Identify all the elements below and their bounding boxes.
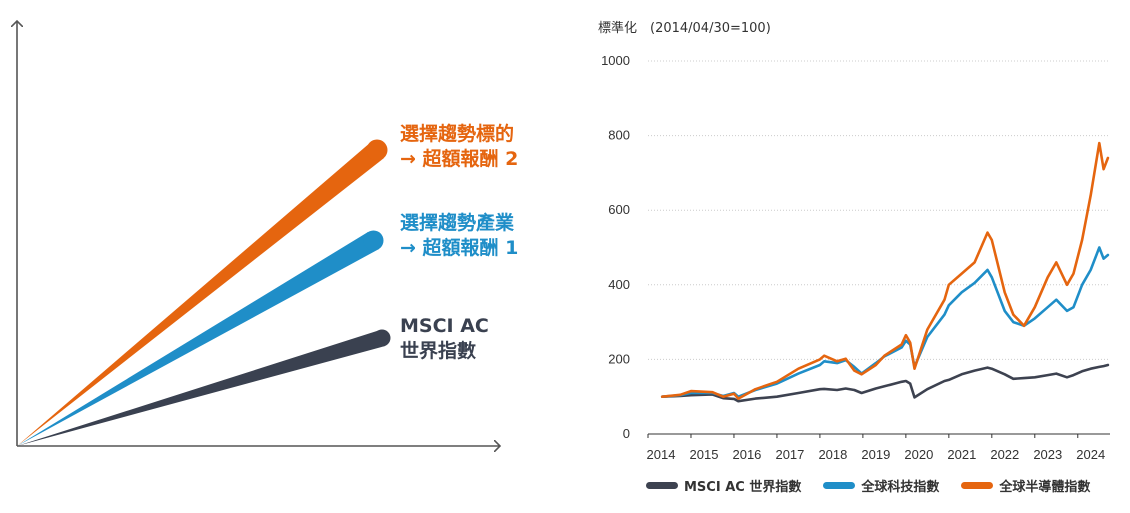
legend-swatch-semi (961, 482, 994, 489)
y-tick-label: 600 (608, 202, 630, 217)
legend-swatch-msci (646, 482, 678, 489)
y-tick-label: 1000 (601, 53, 630, 68)
wedge-msci-cap (373, 329, 391, 347)
concept-graphic (0, 0, 560, 508)
x-tick-label: 2014 (647, 447, 676, 462)
legend-swatch-tech (823, 482, 856, 489)
wedge-industry-cap (363, 230, 384, 251)
label-trend-industry-line1: 選擇趨勢產業 (400, 212, 515, 234)
x-tick-label: 2023 (1033, 447, 1062, 462)
legend-item-tech: 全球科技指數 (823, 476, 939, 495)
performance-line-chart: 0 200 400 600 800 1000 2014 2015 2016 2017 2018 201… (601, 53, 1110, 462)
x-tick-label: 2017 (775, 447, 804, 462)
x-tick-label: 2016 (732, 447, 761, 462)
series-line-tech (660, 246, 1110, 398)
wedge-target-excess-return-2 (17, 142, 384, 446)
legend-item-msci: MSCI AC 世界指數 (646, 476, 801, 495)
x-tick-label: 2022 (990, 447, 1019, 462)
performance-chart-panel: 標準化 (2014/04/30=100) 0 200 400 600 800 1000 20… (590, 0, 1130, 508)
label-trend-industry-line2: → 超額報酬 1 (400, 237, 519, 259)
label-trend-target-line2: → 超額報酬 2 (400, 148, 519, 170)
chart-legend: MSCI AC 世界指數 全球科技指數 全球半導體指數 (646, 476, 1090, 495)
wedge-target-cap (366, 139, 388, 161)
y-tick-label: 800 (608, 128, 630, 143)
label-trend-target: 選擇趨勢標的 → 超額報酬 2 (400, 122, 518, 172)
label-msci-acwi-line2: 世界指數 (400, 340, 477, 362)
legend-label-tech: 全球科技指數 (861, 480, 940, 495)
wedge-industry-excess-return-1 (17, 232, 379, 446)
label-trend-industry: 選擇趨勢產業 → 超額報酬 1 (400, 211, 518, 261)
label-msci-acwi: MSCI AC 世界指數 (400, 314, 489, 364)
legend-item-semi: 全球半導體指數 (961, 476, 1090, 495)
chart-subtitle: 標準化 (2014/04/30=100) (598, 21, 771, 36)
wedge-msci-acwi (17, 330, 385, 446)
label-msci-acwi-line1: MSCI AC (400, 315, 489, 337)
x-tick-label: 2018 (818, 447, 847, 462)
x-tick-label: 2020 (904, 447, 933, 462)
label-trend-target-line1: 選擇趨勢標的 (400, 123, 515, 145)
x-tick-label: 2024 (1076, 447, 1105, 462)
series-line-msci (660, 363, 1110, 403)
concept-illustration: 選擇趨勢標的 → 超額報酬 2 選擇趨勢產業 → 超額報酬 1 MSCI AC … (0, 0, 560, 508)
x-tick-label: 2015 (690, 447, 719, 462)
y-tick-label: 200 (608, 351, 630, 366)
x-tick-label: 2019 (861, 447, 890, 462)
y-tick-label: 0 (623, 426, 630, 441)
series-line-semi (660, 141, 1110, 400)
legend-label-semi: 全球半導體指數 (999, 480, 1091, 495)
y-tick-label: 400 (608, 277, 630, 292)
x-tick-label: 2021 (947, 447, 976, 462)
legend-label-msci: MSCI AC 世界指數 (684, 480, 802, 495)
